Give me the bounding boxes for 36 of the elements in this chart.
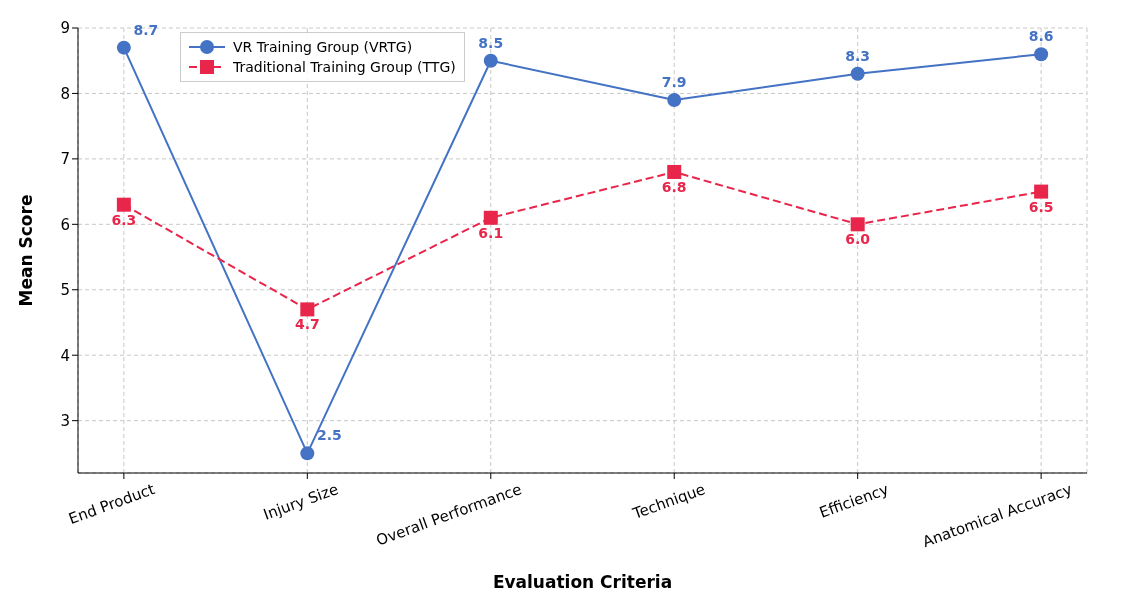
y-tick-label: 3 bbox=[60, 411, 70, 430]
point bbox=[1034, 47, 1049, 62]
point bbox=[483, 210, 498, 225]
y-tick-label: 5 bbox=[60, 281, 70, 300]
y-tick-label: 9 bbox=[60, 19, 70, 38]
x-tick-label: Injury Size bbox=[261, 480, 341, 524]
data-label: 6.1 bbox=[478, 224, 504, 241]
legend-label: VR Training Group (VRTG) bbox=[233, 38, 413, 57]
y-tick-label: 4 bbox=[60, 346, 70, 365]
point bbox=[1034, 184, 1049, 199]
data-label: 8.7 bbox=[133, 21, 159, 38]
legend-label: Traditional Training Group (TTG) bbox=[233, 58, 456, 77]
point bbox=[300, 446, 315, 461]
point bbox=[667, 164, 682, 179]
y-tick-label: 7 bbox=[60, 150, 70, 169]
data-label: 7.9 bbox=[661, 73, 687, 90]
point bbox=[483, 53, 498, 68]
point bbox=[116, 197, 131, 212]
data-label: 8.3 bbox=[845, 47, 871, 64]
y-axis-title: Mean Score bbox=[16, 194, 37, 307]
point bbox=[850, 217, 865, 232]
y-tick-label: 6 bbox=[60, 215, 70, 234]
data-label: 6.3 bbox=[111, 211, 137, 228]
point bbox=[850, 66, 865, 81]
point bbox=[667, 92, 682, 107]
x-axis-title: Evaluation Criteria bbox=[492, 572, 673, 592]
data-label: 6.5 bbox=[1028, 198, 1054, 215]
data-label: 8.5 bbox=[478, 34, 504, 51]
point bbox=[116, 40, 131, 55]
data-label: 4.7 bbox=[294, 316, 320, 333]
data-label: 6.0 bbox=[845, 231, 871, 248]
data-label: 6.8 bbox=[661, 178, 687, 195]
y-tick-label: 8 bbox=[60, 84, 70, 103]
data-label: 8.6 bbox=[1028, 28, 1054, 45]
data-label: 2.5 bbox=[316, 427, 342, 444]
point bbox=[300, 302, 315, 317]
